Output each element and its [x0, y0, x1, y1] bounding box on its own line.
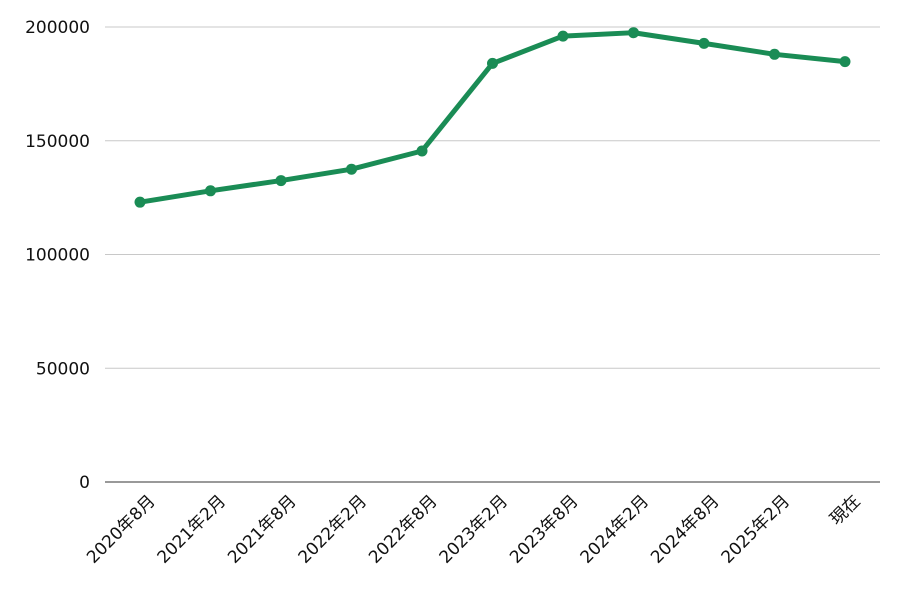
x-tick-label: 2024年8月 [647, 491, 723, 567]
x-tick-label: 2020年8月 [83, 491, 159, 567]
x-tick-label: 2021年8月 [224, 491, 300, 567]
gridlines [105, 26, 880, 369]
x-tick-label: 現在 [826, 491, 864, 529]
data-point [769, 48, 780, 60]
y-tick-label: 50000 [36, 359, 90, 379]
data-point [839, 56, 851, 68]
x-tick-label: 2023年2月 [436, 491, 512, 567]
x-tick-label: 2022年8月 [365, 491, 441, 567]
data-point [346, 163, 357, 175]
data-point [416, 145, 428, 157]
data-point [487, 57, 498, 69]
x-tick-labels: 2020年8月2021年2月2021年8月2022年2月2022年8月2023年… [83, 491, 864, 567]
data-point [698, 37, 710, 49]
data-point [205, 185, 216, 197]
y-tick-label: 150000 [25, 132, 90, 152]
y-tick-labels: 0 50000 100000 150000 200000 [25, 18, 90, 493]
x-tick-label: 2024年2月 [577, 491, 653, 567]
x-tick-label: 2021年2月 [154, 491, 230, 567]
y-tick-label: 200000 [25, 18, 90, 38]
data-point [275, 175, 287, 187]
x-tick-label: 2023年8月 [506, 491, 582, 567]
data-point [557, 30, 569, 42]
data-point [628, 27, 639, 39]
x-tick-label: 2025年2月 [718, 491, 794, 567]
data-points [134, 27, 851, 208]
y-tick-label: 100000 [25, 246, 90, 266]
data-point [134, 196, 146, 208]
y-tick-label: 0 [79, 473, 90, 493]
x-tick-label: 2022年2月 [295, 491, 371, 567]
